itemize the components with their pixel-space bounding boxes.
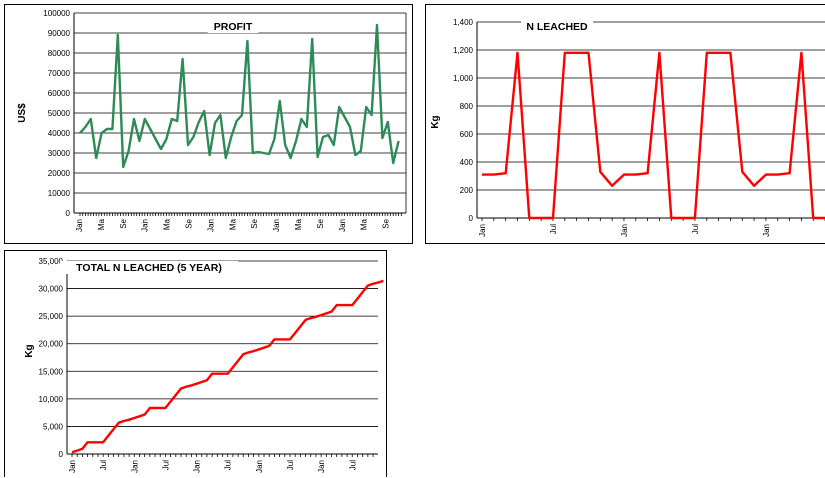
y-tick-label: 1,000: [453, 74, 474, 83]
total-n-leached-chart: 0 5,000 10,000 15,000 20,000 25,000 30,000 35,0…: [5, 251, 388, 478]
x-tick-label: Ma: [360, 218, 369, 230]
y-tick-label: 30000: [48, 149, 71, 158]
y-tick-label: 100000: [43, 9, 70, 18]
x-tick-label: Jul: [286, 460, 295, 470]
y-tick-label: 0: [59, 450, 64, 459]
data-series-line: [80, 25, 399, 167]
y-tick-label: 25,000: [39, 312, 64, 321]
y-tick-label: 1,200: [453, 46, 474, 55]
x-tick-label: Jan: [206, 219, 215, 232]
y-tick-label: 200: [460, 186, 474, 195]
x-tick-label: Jul: [224, 460, 233, 470]
x-tick-label: Jul: [549, 224, 558, 234]
x-tick-label: Ma: [163, 218, 172, 230]
y-tick-label: 30,000: [39, 285, 64, 294]
y-tick-label: 0: [469, 214, 474, 223]
x-tick-label: Jan: [130, 460, 139, 473]
x-tick-label: Jan: [75, 219, 84, 232]
data-series-line: [482, 53, 825, 218]
y-tick-label: 1,400: [453, 18, 474, 27]
x-tick-label: Ma: [228, 218, 237, 230]
y-tick-label: 20000: [48, 169, 71, 178]
y-tick-label: 80000: [48, 49, 71, 58]
profit-chart-panel: 0 10000 20000 30000 40000 50000 60000 70000 8000…: [4, 4, 413, 244]
chart-title: TOTAL N LEACHED (5 YEAR): [76, 262, 222, 274]
x-tick-label: Jan: [193, 460, 202, 473]
y-tick-label: 400: [460, 158, 474, 167]
x-tick-label: Jan: [255, 460, 264, 473]
x-tick-label: Ma: [97, 218, 106, 230]
x-tick-label: Jan: [317, 460, 326, 473]
y-axis-label: US$: [17, 103, 28, 123]
x-tick-label: Se: [119, 218, 128, 228]
chart-title: N LEACHED: [526, 21, 588, 33]
profit-chart: 0 10000 20000 30000 40000 50000 60000 70000 8000…: [5, 5, 414, 245]
y-tick-label: 10,000: [39, 395, 64, 404]
y-tick-label: 5,000: [43, 422, 64, 431]
n-leached-chart: 0 200 400 600 800 1,000 1,200 1,400 Jan Jul Jan Jul…: [426, 5, 825, 245]
x-tick-label: Ma: [294, 218, 303, 230]
y-tick-label: 20,000: [39, 340, 64, 349]
y-tick-label: 70000: [48, 69, 71, 78]
y-tick-label: 600: [460, 130, 474, 139]
x-tick-label: Jul: [99, 460, 108, 470]
x-tick-label: Jan: [762, 224, 771, 237]
x-tick-label: Jan: [338, 219, 347, 232]
y-tick-label: 40000: [48, 129, 71, 138]
x-tick-label: Jan: [478, 224, 487, 237]
chart-title: PROFIT: [214, 21, 253, 33]
y-axis-label: Kg: [430, 115, 441, 128]
y-tick-label: 10000: [48, 189, 71, 198]
x-tick-label: Jul: [348, 460, 357, 470]
y-tick-label: 60000: [48, 89, 71, 98]
x-tick-label: Jan: [141, 219, 150, 232]
total-n-leached-chart-panel: 0 5,000 10,000 15,000 20,000 25,000 30,000 35,0…: [4, 250, 387, 477]
x-tick-label: Se: [250, 218, 259, 228]
n-leached-chart-panel: 0 200 400 600 800 1,000 1,200 1,400 Jan Jul Jan Jul…: [425, 4, 825, 244]
x-tick-label: Se: [382, 218, 391, 228]
y-tick-label: 0: [66, 209, 71, 218]
x-tick-label: Se: [316, 218, 325, 228]
y-tick-label: 50000: [48, 109, 71, 118]
y-tick-label: 800: [460, 102, 474, 111]
y-tick-label: 90000: [48, 29, 71, 38]
x-tick-label: Jul: [161, 460, 170, 470]
y-tick-label: 35,000: [39, 257, 64, 266]
y-tick-label: 15,000: [39, 367, 64, 376]
y-axis-label: Kg: [24, 344, 35, 357]
x-tick-label: Jan: [68, 460, 77, 473]
x-tick-label: Jan: [272, 219, 281, 232]
x-tick-label: Jul: [691, 224, 700, 234]
x-tick-label: Jan: [620, 224, 629, 237]
x-tick-label: Se: [185, 218, 194, 228]
